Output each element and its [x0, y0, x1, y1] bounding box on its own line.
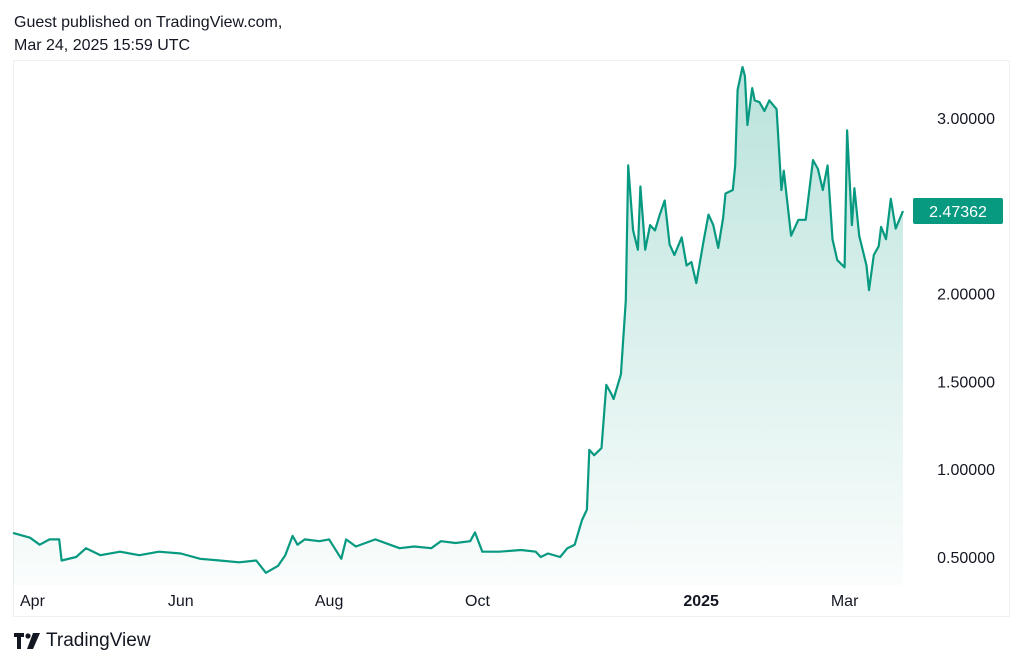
x-tick-label: Aug	[315, 593, 343, 610]
price-line	[12, 66, 905, 574]
x-tick-label: Jun	[168, 593, 194, 610]
y-tick-label: 1.50000	[937, 374, 995, 391]
y-tick-label: 0.50000	[937, 550, 995, 567]
x-tick-label: Mar	[831, 593, 859, 610]
tradingview-logo-icon	[14, 633, 40, 649]
publish-date: Mar 24, 2025 15:59 UTC	[14, 37, 191, 54]
price-area-fill	[13, 67, 903, 586]
x-tick-label: 2025	[683, 593, 719, 610]
last-price-value: 2.47362	[929, 204, 987, 221]
publish-info: Guest published on TradingView.com, Mar …	[14, 11, 282, 57]
last-price-label: 2.47362	[913, 198, 1003, 224]
y-tick-label: 2.00000	[937, 287, 995, 304]
chart-frame	[13, 60, 1010, 617]
x-tick-label: Oct	[465, 593, 490, 610]
x-tick-label: Apr	[20, 593, 46, 610]
publish-line: Guest published on TradingView.com,	[14, 14, 283, 31]
tradingview-logo[interactable]: TradingView	[14, 630, 151, 652]
tradingview-logo-text: TradingView	[46, 630, 151, 651]
y-tick-label: 3.00000	[937, 111, 995, 128]
y-tick-label: 1.00000	[937, 462, 995, 479]
